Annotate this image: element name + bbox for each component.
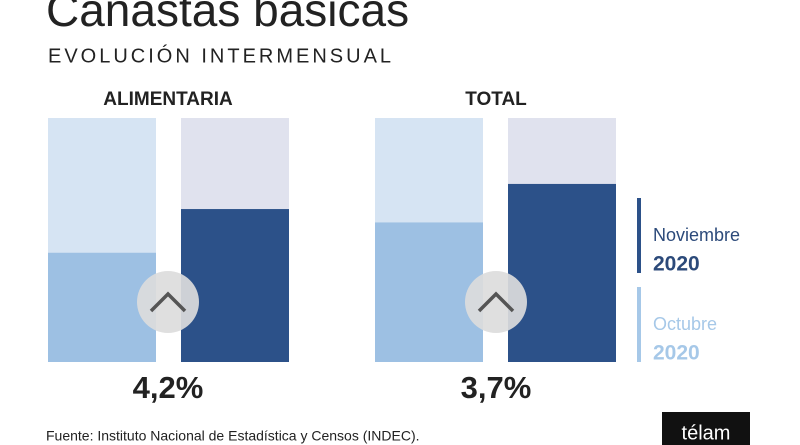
bar (375, 222, 483, 362)
bar (508, 183, 616, 362)
value-label: 3,7% (461, 370, 532, 405)
legend-name: Noviembre (653, 225, 740, 245)
legend-year: 2020 (653, 342, 700, 365)
legend-line (637, 198, 641, 273)
logo-box (662, 412, 750, 445)
subtitle: EVOLUCIÓN INTERMENSUAL (48, 44, 394, 67)
panel-title: TOTAL (465, 89, 527, 110)
bar (181, 209, 289, 362)
legend-name: Octubre (653, 314, 717, 334)
legend-year: 2020 (653, 253, 700, 276)
arrow-badge (137, 271, 199, 333)
title: Canastas básicas (46, 0, 409, 36)
arrow-up (149, 291, 187, 313)
logo: télam (682, 422, 731, 444)
source: Fuente: Instituto Nacional de Estadístic… (46, 428, 420, 444)
panel-title: ALIMENTARIA (103, 89, 233, 110)
arrow-badge (465, 271, 527, 333)
value-label: 4,2% (133, 370, 204, 405)
legend-line (637, 287, 641, 362)
arrow-up (477, 291, 515, 313)
